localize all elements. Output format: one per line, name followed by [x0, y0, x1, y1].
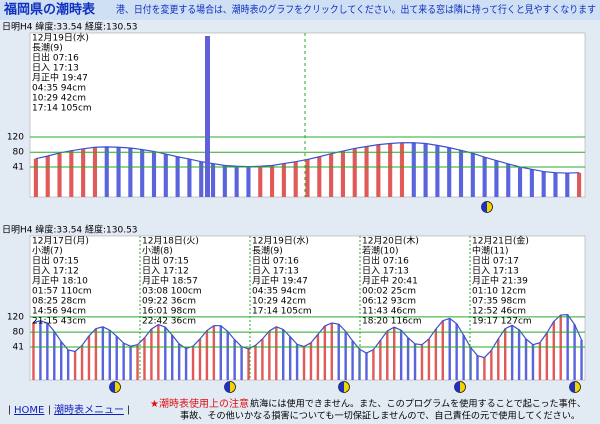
day-date: 12月19日(水): [252, 235, 309, 247]
day-info: 日入 17:12: [142, 266, 189, 277]
day-info: 長潮(9): [252, 245, 283, 257]
day-info: 04:35 94cm: [32, 84, 86, 94]
day-info: 14:56 94cm: [32, 307, 86, 317]
day-info: 中潮(11): [472, 245, 508, 257]
day-info: 10:29 42cm: [252, 297, 306, 307]
notice-text: 航海には使用できません。また、このプログラムを使用することで起こった事件、: [250, 398, 586, 410]
day-info: 日入 17:12: [32, 266, 79, 277]
day-date: 12月19日(水): [32, 32, 89, 44]
nav-separator: |: [48, 406, 51, 416]
moon-icon: [224, 381, 236, 393]
day-info: 日入 17:13: [32, 63, 79, 74]
day-info: 19:17 127cm: [472, 317, 532, 327]
day-info: 日入 17:13: [252, 266, 299, 277]
nav-link[interactable]: HOME: [14, 405, 44, 416]
day-date: 12月17日(月): [32, 236, 89, 247]
day-info: 長潮(9): [32, 42, 63, 54]
day-info: 09:22 36cm: [142, 297, 196, 307]
day-info: 月正中 19:47: [32, 72, 88, 84]
day-info: 07:35 98cm: [472, 297, 526, 307]
day-info: 月正中 19:47: [252, 275, 308, 287]
instruction: 港、日付を変更する場合は、潮時表のグラフをクリックしてください。出て来る窓は隣に…: [116, 3, 596, 16]
notice-text: 事故、その他いかなる損害についても一切保証しませんので、自己責任の元で使用してく…: [180, 410, 580, 422]
day-info: 日出 07:15: [32, 255, 79, 267]
day-info: 日入 17:13: [362, 266, 409, 277]
y-tick-label: 80: [13, 148, 25, 158]
day-info: 日出 07:16: [362, 255, 409, 267]
day-info: 月正中 21:39: [472, 275, 528, 287]
day-date: 12月18日(火): [142, 236, 199, 247]
day-info: 月正中 20:41: [362, 275, 418, 287]
station-label: 日明H4 緯度:33.54 経度:130.53: [2, 224, 138, 236]
y-tick-label: 80: [13, 328, 25, 338]
y-tick-label: 41: [13, 163, 24, 173]
day-info: 18:20 116cm: [362, 317, 422, 327]
page-title: 福岡県の潮時表: [3, 2, 96, 18]
moon-icon: [454, 381, 466, 393]
day-info: 04:35 94cm: [252, 287, 306, 297]
header-band: [0, 0, 600, 20]
day-info: 17:14 105cm: [32, 104, 92, 114]
notice-heading: ★潮時表使用上の注意: [150, 397, 249, 410]
charts: 日明H4 緯度:33.54 経度:130.53418012012月19日(水)長…: [2, 21, 585, 380]
y-tick-label: 120: [7, 312, 24, 322]
y-tick-label: 120: [7, 133, 24, 143]
tide-curve: [35, 142, 580, 174]
nav-separator: |: [127, 406, 130, 416]
day-info: 11:43 46cm: [362, 307, 416, 317]
day-info: 日入 17:13: [472, 266, 519, 277]
day-info: 00:02 25cm: [362, 287, 416, 297]
day-info: 22:42 36cm: [142, 317, 196, 327]
day-info: 日出 07:16: [252, 255, 299, 267]
day-date: 12月20日(木): [362, 235, 419, 247]
day-info: 日出 07:15: [142, 255, 189, 267]
current-time-marker: [205, 36, 210, 197]
moon-icon: [338, 381, 350, 393]
moon-icon: [481, 201, 493, 213]
day-info: 月正中 18:10: [32, 275, 88, 287]
moon-icon: [569, 381, 581, 393]
moon-icon: [109, 381, 121, 393]
day-info: 16:01 98cm: [142, 307, 196, 317]
nav-link[interactable]: 潮時表メニュー: [54, 403, 124, 416]
day-info: 10:29 42cm: [32, 94, 86, 104]
day-info: 日出 07:17: [472, 255, 519, 267]
day-info: 08:25 28cm: [32, 297, 86, 307]
day-info: 12:52 46cm: [472, 307, 526, 317]
day-info: 06:12 93cm: [362, 297, 416, 307]
day-info: 01:10 12cm: [472, 287, 526, 297]
day-info: 月正中 18:57: [142, 275, 198, 287]
day-info: 03:08 100cm: [142, 287, 202, 297]
day-info: 若潮(10): [362, 245, 398, 257]
day-info: 日出 07:16: [32, 52, 79, 64]
tide-curve: [33, 314, 583, 359]
y-tick-label: 41: [13, 342, 24, 352]
nav-separator: |: [8, 406, 11, 416]
day-date: 12月21日(金): [472, 235, 529, 247]
day-info: 01:57 110cm: [32, 287, 92, 297]
day-info: 21:15 43cm: [32, 317, 86, 327]
day-info: 17:14 105cm: [252, 307, 312, 317]
day-info: 小潮(8): [142, 245, 173, 257]
moon-icons: [109, 201, 581, 393]
station-label: 日明H4 緯度:33.54 経度:130.53: [2, 21, 138, 33]
day-info: 小潮(7): [32, 245, 63, 257]
